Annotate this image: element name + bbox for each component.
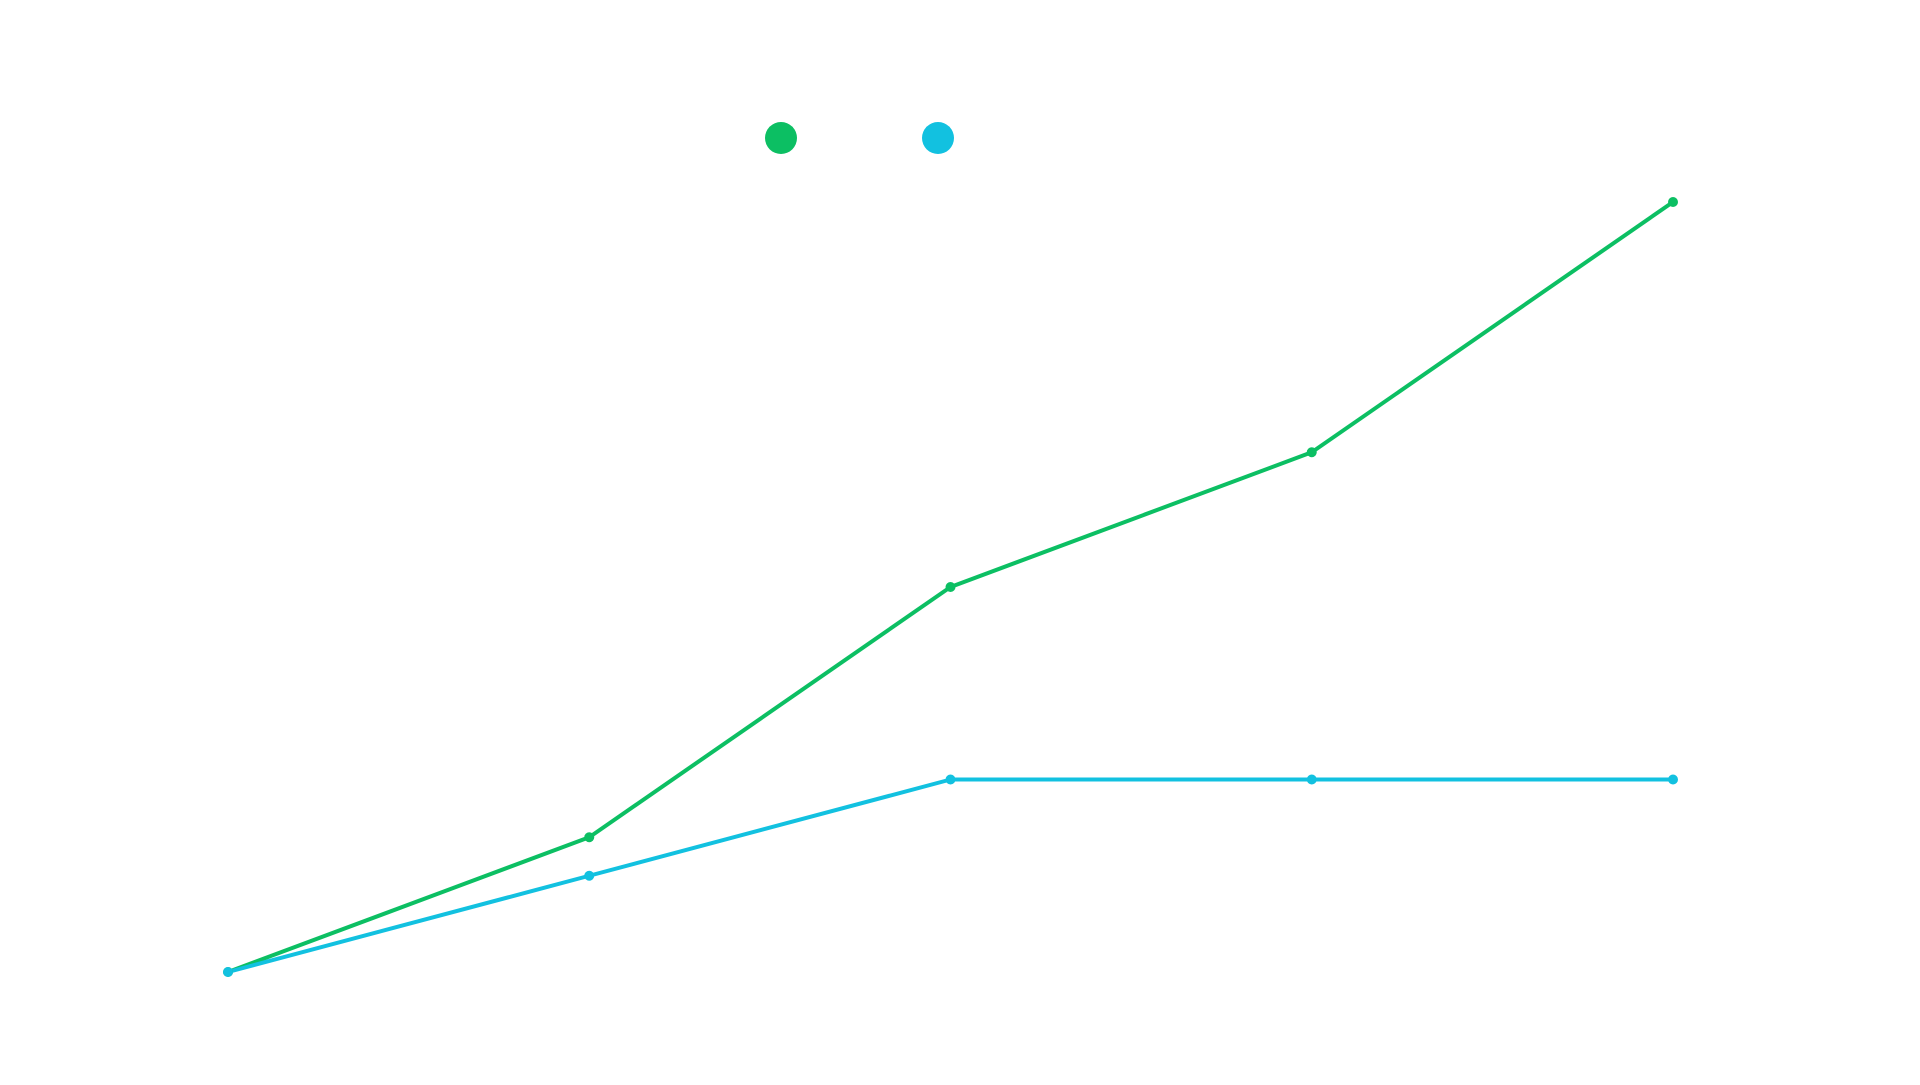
data-point bbox=[1306, 774, 1317, 785]
data-point bbox=[223, 967, 233, 977]
data-point bbox=[1668, 197, 1678, 207]
data-point bbox=[584, 870, 595, 881]
series-line bbox=[227, 777, 1673, 974]
data-point bbox=[1668, 774, 1678, 785]
data-point bbox=[584, 832, 595, 843]
data-point bbox=[945, 582, 956, 592]
data-point bbox=[945, 774, 956, 785]
legend-marker bbox=[765, 122, 797, 154]
legend-marker bbox=[922, 122, 954, 154]
data-point bbox=[1306, 447, 1317, 458]
